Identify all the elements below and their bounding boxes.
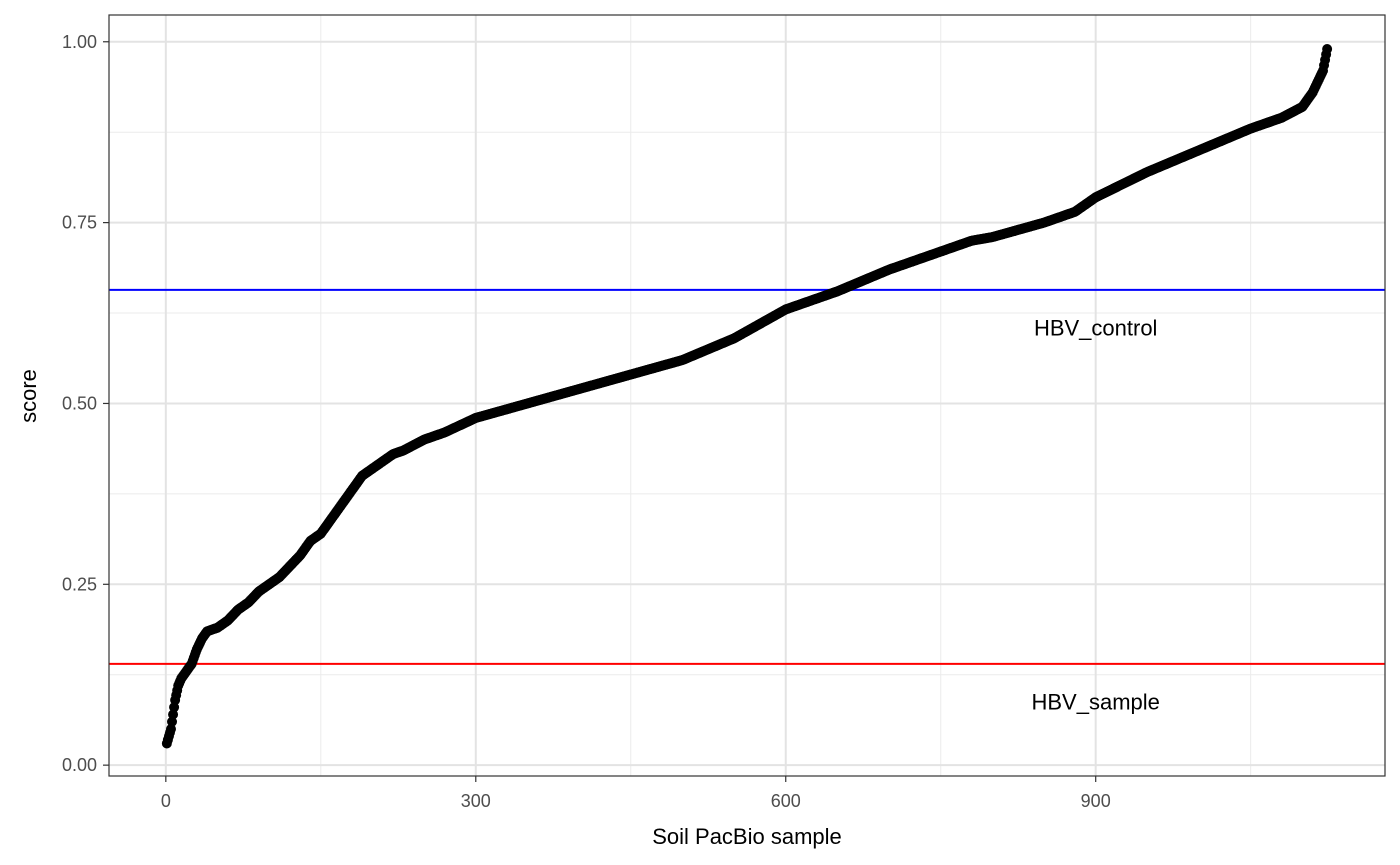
y-tick-label: 0.75 (62, 213, 97, 233)
annotation-label: HBV_sample (1032, 689, 1160, 714)
y-axis-title: score (16, 369, 41, 423)
reference-lines (109, 288, 1385, 665)
plot-border (108, 14, 1386, 777)
y-tick-label: 0.25 (62, 574, 97, 594)
x-tick-label: 300 (461, 791, 491, 811)
y-tick-label: 0.50 (62, 393, 97, 413)
y-tick-label: 1.00 (62, 32, 97, 52)
y-tick-label: 0.00 (62, 755, 97, 775)
data-points (161, 44, 1333, 749)
x-axis-title: Soil PacBio sample (652, 824, 842, 849)
grid-minor (109, 15, 1385, 776)
x-tick-label: 600 (771, 791, 801, 811)
annotation-label: HBV_control (1034, 316, 1158, 341)
x-tick-label: 900 (1081, 791, 1111, 811)
data-point (1322, 44, 1333, 54)
plot-background (109, 15, 1385, 776)
annotations: HBV_control HBV_sample (1032, 316, 1160, 715)
x-axis: 0 300 600 900 (161, 776, 1111, 811)
grid-major (109, 15, 1385, 776)
x-tick-label: 0 (161, 791, 171, 811)
y-axis: 0.00 0.25 0.50 0.75 1.00 (62, 32, 109, 775)
